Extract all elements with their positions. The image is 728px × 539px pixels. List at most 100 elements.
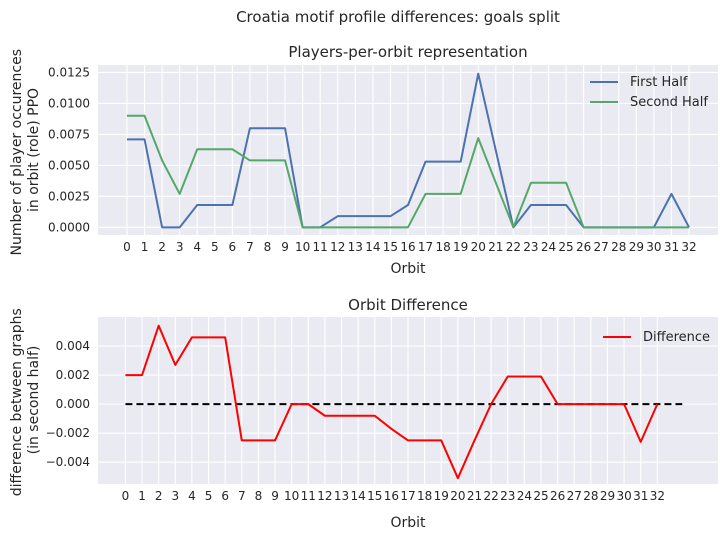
x-tick-label: 22: [483, 489, 498, 503]
x-tick-label: 1: [138, 489, 146, 503]
grid-lines: [98, 317, 718, 484]
x-tick-label: 15: [383, 240, 398, 254]
plot-ppo-representation: 0 1 2 3 4 5 6 7 8 9 10 11 12 13 14 15 16 17 18 19 20 21 22 23 24…: [9, 43, 718, 277]
legend-label: First Half: [630, 75, 688, 90]
x-tick-label: 32: [681, 240, 696, 254]
x-tick-label: 32: [650, 489, 665, 503]
x-tick-label: 21: [467, 489, 482, 503]
x-tick-label: 4: [193, 240, 201, 254]
x-tick-label: 16: [400, 240, 415, 254]
series-line-second-half: [126, 114, 690, 229]
plot-title: Orbit Difference: [348, 296, 468, 314]
x-tick-label: 17: [418, 240, 433, 254]
legend: Difference: [603, 330, 710, 345]
plot-orbit-difference: 0 1 2 3 4 5 6 7 8 9 10 11 12 13 14 15 16 17 18 19 20 21 22 23 24…: [9, 296, 718, 531]
x-tick-label: 19: [434, 489, 449, 503]
x-tick-label: 24: [517, 489, 532, 503]
y-axis-label: difference between graphs (in second hal…: [9, 304, 42, 496]
series-lines: [126, 72, 690, 229]
plot-title: Players-per-orbit representation: [288, 43, 527, 61]
x-tick-label: 4: [188, 489, 196, 503]
tick-labels: 0 1 2 3 4 5 6 7 8 9 10 11 12 13 14 15 16 17 18 19 20 21 22 23 24…: [48, 65, 697, 254]
x-tick-label: 24: [541, 240, 556, 254]
x-tick-label: 8: [264, 240, 272, 254]
y-tick-label: 0.002: [56, 368, 90, 382]
x-tick-label: 30: [616, 489, 631, 503]
x-tick-label: 22: [506, 240, 521, 254]
x-tick-label: 18: [435, 240, 450, 254]
x-tick-label: 9: [281, 240, 289, 254]
x-tick-label: 28: [611, 240, 626, 254]
x-tick-label: 0: [122, 489, 130, 503]
x-tick-label: 3: [171, 489, 179, 503]
x-tick-label: 2: [155, 489, 163, 503]
x-tick-label: 14: [350, 489, 365, 503]
x-tick-label: 6: [229, 240, 237, 254]
y-axis-label-line-1: Number of player occurences: [9, 49, 25, 255]
x-tick-label: 0: [123, 240, 131, 254]
x-tick-label: 25: [558, 240, 573, 254]
x-tick-label: 12: [317, 489, 332, 503]
legend: First Half Second Half: [590, 75, 708, 110]
x-tick-label: 23: [523, 240, 538, 254]
x-tick-label: 29: [629, 240, 644, 254]
series-lines: [125, 324, 683, 480]
x-tick-label: 11: [301, 489, 316, 503]
x-axis-label: Orbit: [390, 261, 426, 277]
x-tick-label: 28: [583, 489, 598, 503]
x-tick-label: 10: [284, 489, 299, 503]
x-tick-label: 27: [567, 489, 582, 503]
y-axis-label-line-2: in orbit (role) PPO: [26, 88, 42, 212]
series-line-difference: [125, 324, 659, 480]
x-tick-label: 14: [365, 240, 380, 254]
tick-labels: 0 1 2 3 4 5 6 7 8 9 10 11 12 13 14 15 16 17 18 19 20 21 22 23 24…: [46, 339, 665, 503]
y-axis-label-line-1: difference between graphs: [9, 308, 25, 496]
y-axis-label-line-2: (in second half): [26, 346, 42, 455]
x-tick-label: 9: [271, 489, 279, 503]
x-tick-label: 3: [176, 240, 184, 254]
x-tick-label: 25: [533, 489, 548, 503]
y-tick-label: 0.0075: [48, 127, 90, 141]
x-tick-label: 19: [453, 240, 468, 254]
x-tick-label: 8: [255, 489, 263, 503]
x-tick-label: 26: [576, 240, 591, 254]
x-tick-label: 30: [646, 240, 661, 254]
x-tick-label: 13: [348, 240, 363, 254]
x-tick-label: 31: [633, 489, 648, 503]
x-tick-label: 31: [664, 240, 679, 254]
x-tick-label: 11: [313, 240, 328, 254]
y-tick-label: 0.0100: [48, 96, 90, 110]
x-tick-label: 16: [384, 489, 399, 503]
x-tick-label: 13: [334, 489, 349, 503]
legend-label: Second Half: [630, 95, 708, 110]
x-axis-label: Orbit: [390, 515, 426, 531]
x-tick-label: 7: [238, 489, 246, 503]
y-tick-label: 0.0000: [48, 220, 90, 234]
y-tick-label: 0.0025: [48, 189, 90, 203]
legend-label: Difference: [643, 330, 710, 345]
x-tick-label: 10: [295, 240, 310, 254]
y-tick-label: 0.0125: [48, 65, 90, 79]
x-tick-label: 12: [330, 240, 345, 254]
x-tick-label: 1: [141, 240, 149, 254]
x-tick-label: 20: [450, 489, 465, 503]
y-tick-label: 0.000: [56, 397, 90, 411]
y-tick-label: 0.004: [56, 339, 90, 353]
x-tick-label: 2: [158, 240, 166, 254]
x-tick-label: 7: [246, 240, 254, 254]
x-tick-label: 18: [417, 489, 432, 503]
x-tick-label: 5: [205, 489, 213, 503]
y-tick-label: −0.002: [46, 426, 90, 440]
y-axis-label: Number of player occurences in orbit (ro…: [9, 45, 42, 256]
x-tick-label: 26: [550, 489, 565, 503]
y-tick-label: −0.004: [46, 455, 90, 469]
x-tick-label: 29: [600, 489, 615, 503]
figure-suptitle: Croatia motif profile differences: goals…: [236, 8, 560, 26]
x-tick-label: 15: [367, 489, 382, 503]
x-tick-label: 27: [594, 240, 609, 254]
x-tick-label: 20: [471, 240, 486, 254]
x-tick-label: 5: [211, 240, 219, 254]
y-tick-label: 0.0050: [48, 158, 90, 172]
x-tick-label: 17: [400, 489, 415, 503]
